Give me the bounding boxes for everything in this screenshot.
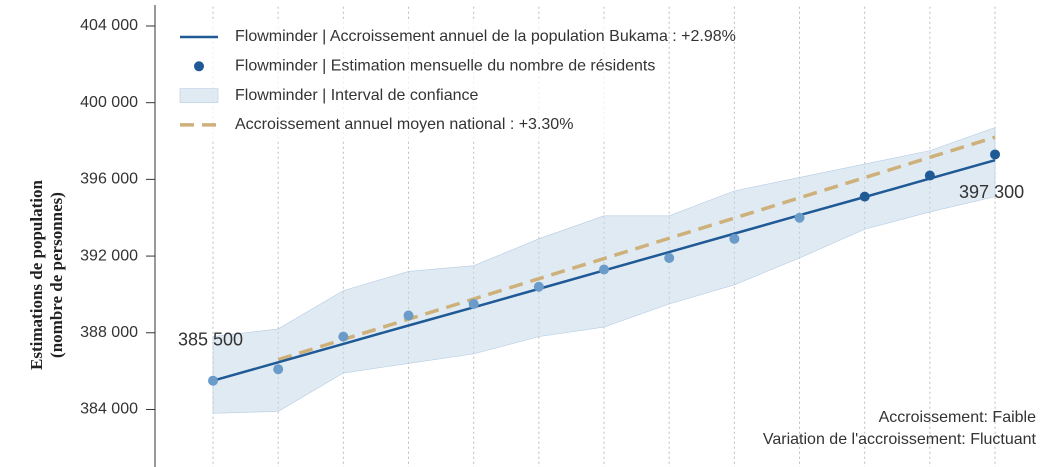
data-point	[403, 310, 414, 321]
data-point	[599, 264, 610, 275]
data-label: 397 300	[959, 182, 1024, 202]
y-tick-label: 388 000	[80, 324, 138, 341]
national-trend-line	[277, 135, 996, 362]
y-tick-label: 384 000	[80, 401, 138, 418]
data-point	[533, 281, 544, 292]
legend-label: Flowminder | Estimation mensuelle du nom…	[235, 58, 655, 75]
legend-swatch	[179, 88, 219, 103]
annotation: Variation de l'accroissement: Fluctuant	[763, 431, 1037, 448]
data-point	[990, 149, 1001, 160]
y-tick-label: 396 000	[80, 171, 138, 188]
y-tick-label: 400 000	[80, 94, 138, 111]
annotation: Accroissement: Faible	[879, 409, 1036, 426]
y-tick-label: 392 000	[80, 247, 138, 264]
y-tick-label: 404 000	[80, 17, 138, 34]
data-label: 385 500	[178, 329, 243, 349]
legend-label: Flowminder | Accroissement annuel de la …	[235, 28, 736, 45]
legend-background	[168, 20, 668, 140]
data-point	[468, 299, 479, 310]
y-axis-label: Estimations de population	[27, 180, 46, 370]
data-point	[924, 170, 935, 181]
data-point	[338, 331, 349, 342]
data-point	[208, 375, 218, 386]
legend-label: Flowminder | Interval de confiance	[235, 87, 478, 104]
data-point	[859, 191, 870, 202]
data-point	[729, 233, 740, 244]
legend-swatch	[194, 61, 204, 72]
data-point	[794, 212, 805, 223]
y-axis-label: (nombre de personnes)	[47, 192, 66, 358]
data-point	[273, 364, 284, 375]
legend-label: Accroissement annuel moyen national : +3…	[235, 116, 573, 133]
data-point	[664, 252, 675, 263]
